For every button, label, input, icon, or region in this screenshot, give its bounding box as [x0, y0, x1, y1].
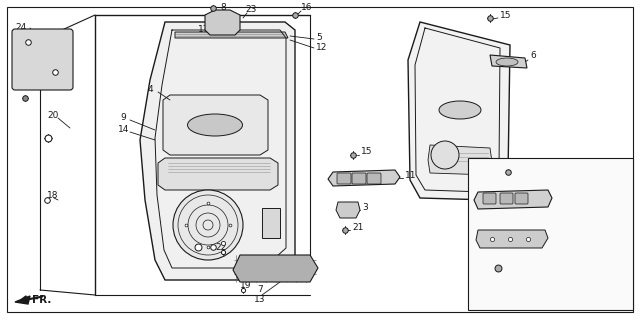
Polygon shape — [468, 158, 633, 310]
Text: 9: 9 — [120, 114, 125, 122]
FancyBboxPatch shape — [12, 29, 73, 90]
FancyBboxPatch shape — [483, 193, 496, 204]
Polygon shape — [328, 170, 400, 186]
Text: 5: 5 — [316, 33, 322, 42]
Polygon shape — [205, 10, 240, 35]
FancyBboxPatch shape — [352, 173, 366, 184]
FancyBboxPatch shape — [367, 173, 381, 184]
Bar — [262, 208, 280, 238]
Polygon shape — [140, 22, 295, 280]
Polygon shape — [476, 230, 548, 248]
Ellipse shape — [431, 141, 459, 169]
Polygon shape — [175, 32, 288, 38]
Text: 15: 15 — [361, 147, 372, 157]
Text: 13: 13 — [254, 295, 266, 305]
Text: 15: 15 — [516, 166, 527, 174]
Text: 23: 23 — [245, 5, 257, 14]
Text: 2: 2 — [553, 233, 559, 241]
Text: 6: 6 — [530, 51, 536, 61]
Polygon shape — [428, 145, 492, 175]
Text: 3: 3 — [362, 204, 368, 212]
Text: 24: 24 — [15, 24, 26, 33]
Polygon shape — [408, 22, 510, 200]
Ellipse shape — [188, 114, 243, 136]
Polygon shape — [336, 202, 360, 218]
FancyBboxPatch shape — [500, 193, 513, 204]
Text: 10: 10 — [555, 191, 566, 201]
FancyBboxPatch shape — [515, 193, 528, 204]
Text: 1: 1 — [555, 263, 561, 271]
Polygon shape — [490, 55, 527, 68]
Text: FR.: FR. — [32, 295, 51, 305]
Text: 18: 18 — [47, 190, 58, 199]
Polygon shape — [474, 190, 552, 209]
Ellipse shape — [439, 101, 481, 119]
Text: 17: 17 — [198, 26, 209, 34]
Ellipse shape — [496, 58, 518, 66]
Text: 16: 16 — [301, 4, 312, 12]
Text: 14: 14 — [118, 125, 129, 135]
Text: 21: 21 — [352, 224, 364, 233]
Polygon shape — [163, 95, 268, 155]
Text: 20: 20 — [47, 110, 58, 120]
Polygon shape — [158, 158, 278, 190]
Text: 22: 22 — [215, 243, 227, 253]
Polygon shape — [233, 255, 318, 282]
Text: S023-B3910: S023-B3910 — [488, 298, 543, 307]
Text: 7: 7 — [257, 286, 263, 294]
Text: 4: 4 — [148, 85, 154, 94]
Text: 12: 12 — [316, 42, 328, 51]
Text: 11: 11 — [405, 170, 417, 180]
FancyBboxPatch shape — [337, 173, 351, 184]
Text: 19: 19 — [240, 280, 252, 290]
Polygon shape — [15, 296, 30, 304]
Text: 15: 15 — [500, 11, 511, 19]
Ellipse shape — [173, 190, 243, 260]
Text: 8: 8 — [220, 4, 226, 12]
